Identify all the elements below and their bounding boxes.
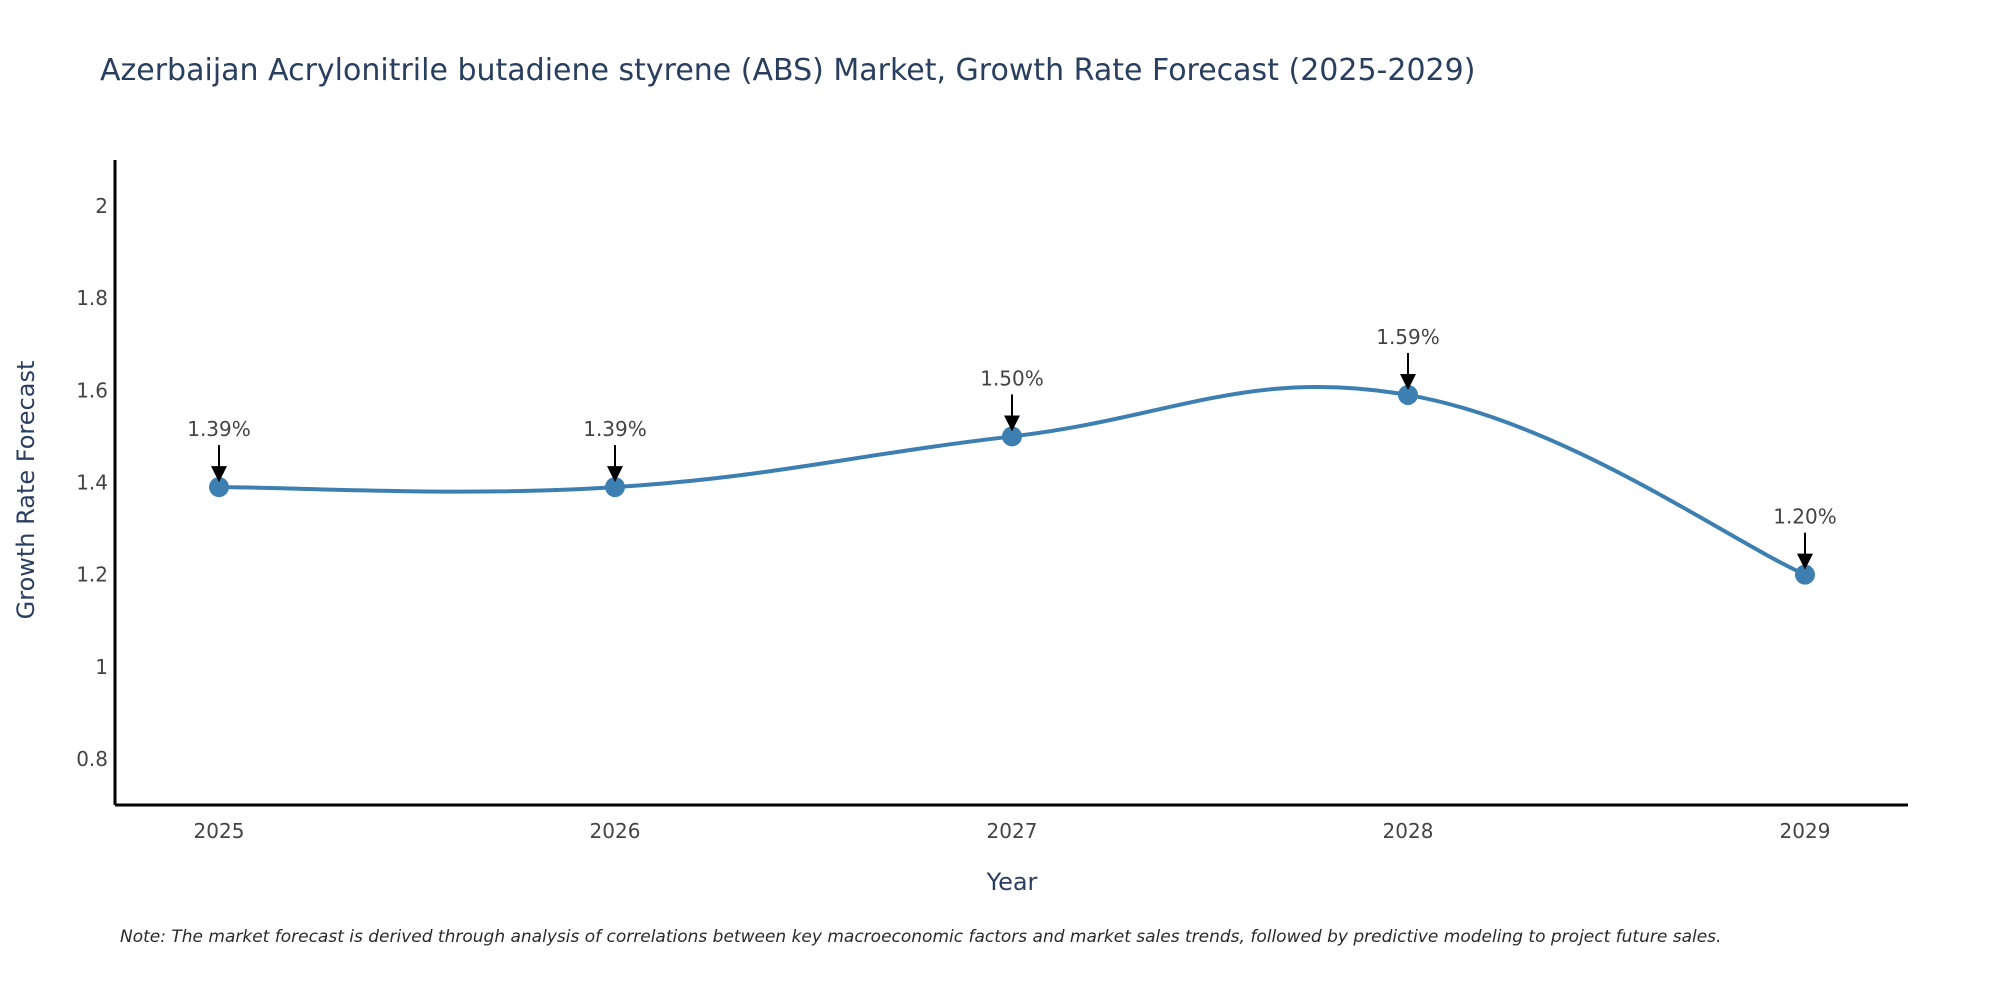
forecast-note: Note: The market forecast is derived thr…	[120, 927, 1721, 947]
data-annotations: 1.39% 1.39% 1.50% 1.59% 1.20%	[187, 325, 1837, 570]
x-axis-title: Year	[986, 868, 1038, 896]
data-label: 1.59%	[1376, 325, 1440, 349]
y-axis-title: Growth Rate Forecast	[12, 361, 40, 620]
x-tick-label: 2029	[1780, 819, 1831, 843]
y-tick-label: 1.2	[76, 563, 108, 587]
y-tick-labels: 0.8 1 1.2 1.4 1.6 1.8 2	[76, 194, 108, 771]
x-tick-labels: 2025 2026 2027 2028 2029	[194, 819, 1831, 843]
data-point	[1398, 384, 1418, 405]
y-tick-label: 2	[95, 194, 108, 218]
data-point	[605, 477, 625, 498]
y-tick-label: 0.8	[76, 747, 108, 771]
x-tick-label: 2026	[590, 819, 641, 843]
data-markers	[209, 384, 1815, 585]
chart-title: Azerbaijan Acrylonitrile butadiene styre…	[100, 53, 1475, 88]
data-label: 1.50%	[980, 366, 1044, 390]
x-tick-label: 2028	[1383, 819, 1434, 843]
data-label: 1.39%	[583, 417, 647, 441]
data-label: 1.39%	[187, 417, 251, 441]
data-point	[209, 477, 229, 498]
y-tick-label: 1.8	[76, 286, 108, 310]
y-tick-label: 1.6	[76, 378, 108, 402]
y-tick-label: 1	[95, 655, 108, 679]
y-tick-label: 1.4	[76, 471, 108, 495]
data-label: 1.20%	[1773, 505, 1837, 529]
data-point	[1795, 564, 1815, 585]
data-point	[1002, 426, 1022, 447]
x-tick-label: 2027	[987, 819, 1038, 843]
x-tick-label: 2025	[194, 819, 245, 843]
